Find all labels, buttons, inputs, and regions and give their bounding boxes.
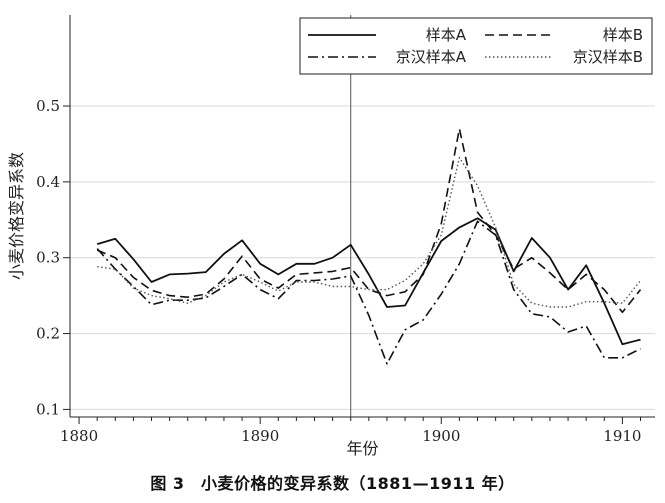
legend-label-3: 京汉样本A xyxy=(396,48,467,66)
series-line-4 xyxy=(97,156,642,308)
grid-layer xyxy=(70,15,655,417)
x-axis-label: 年份 xyxy=(346,439,378,458)
y-tick-label: 0.4 xyxy=(36,173,60,191)
legend-label-4: 京汉样本B xyxy=(573,48,643,66)
x-tick-label: 1900 xyxy=(422,427,460,445)
x-tick-label: 1880 xyxy=(60,427,98,445)
series-line-2 xyxy=(96,128,642,314)
y-tick-label: 0.2 xyxy=(36,325,60,343)
y-tick-label: 0.1 xyxy=(36,400,60,418)
series-layer xyxy=(96,128,642,365)
axis-layer: 0.1 0.2 0.3 0.4 0.5 1880 1890 1900 1910 xyxy=(36,15,655,445)
legend-box xyxy=(299,17,653,75)
legend-label-1: 样本A xyxy=(426,26,467,44)
legend: 样本A 样本B 京汉样本A 京汉样本B xyxy=(299,17,653,75)
figure-caption: 图 3 小麦价格的变异系数（1881—1911 年） xyxy=(150,474,515,493)
y-tick-label: 0.3 xyxy=(36,249,60,267)
y-tick-label: 0.5 xyxy=(36,97,60,115)
x-tick-label: 1910 xyxy=(603,427,641,445)
series-line-3 xyxy=(96,220,641,365)
series-line-1 xyxy=(96,217,641,346)
x-tick-label: 1890 xyxy=(241,427,279,445)
line-chart: 0.1 0.2 0.3 0.4 0.5 1880 1890 1900 1910 样本A 样本B 京汉… xyxy=(7,15,655,458)
y-axis-label: 小麦价格变异系数 xyxy=(7,152,26,280)
legend-label-2: 样本B xyxy=(603,26,643,44)
